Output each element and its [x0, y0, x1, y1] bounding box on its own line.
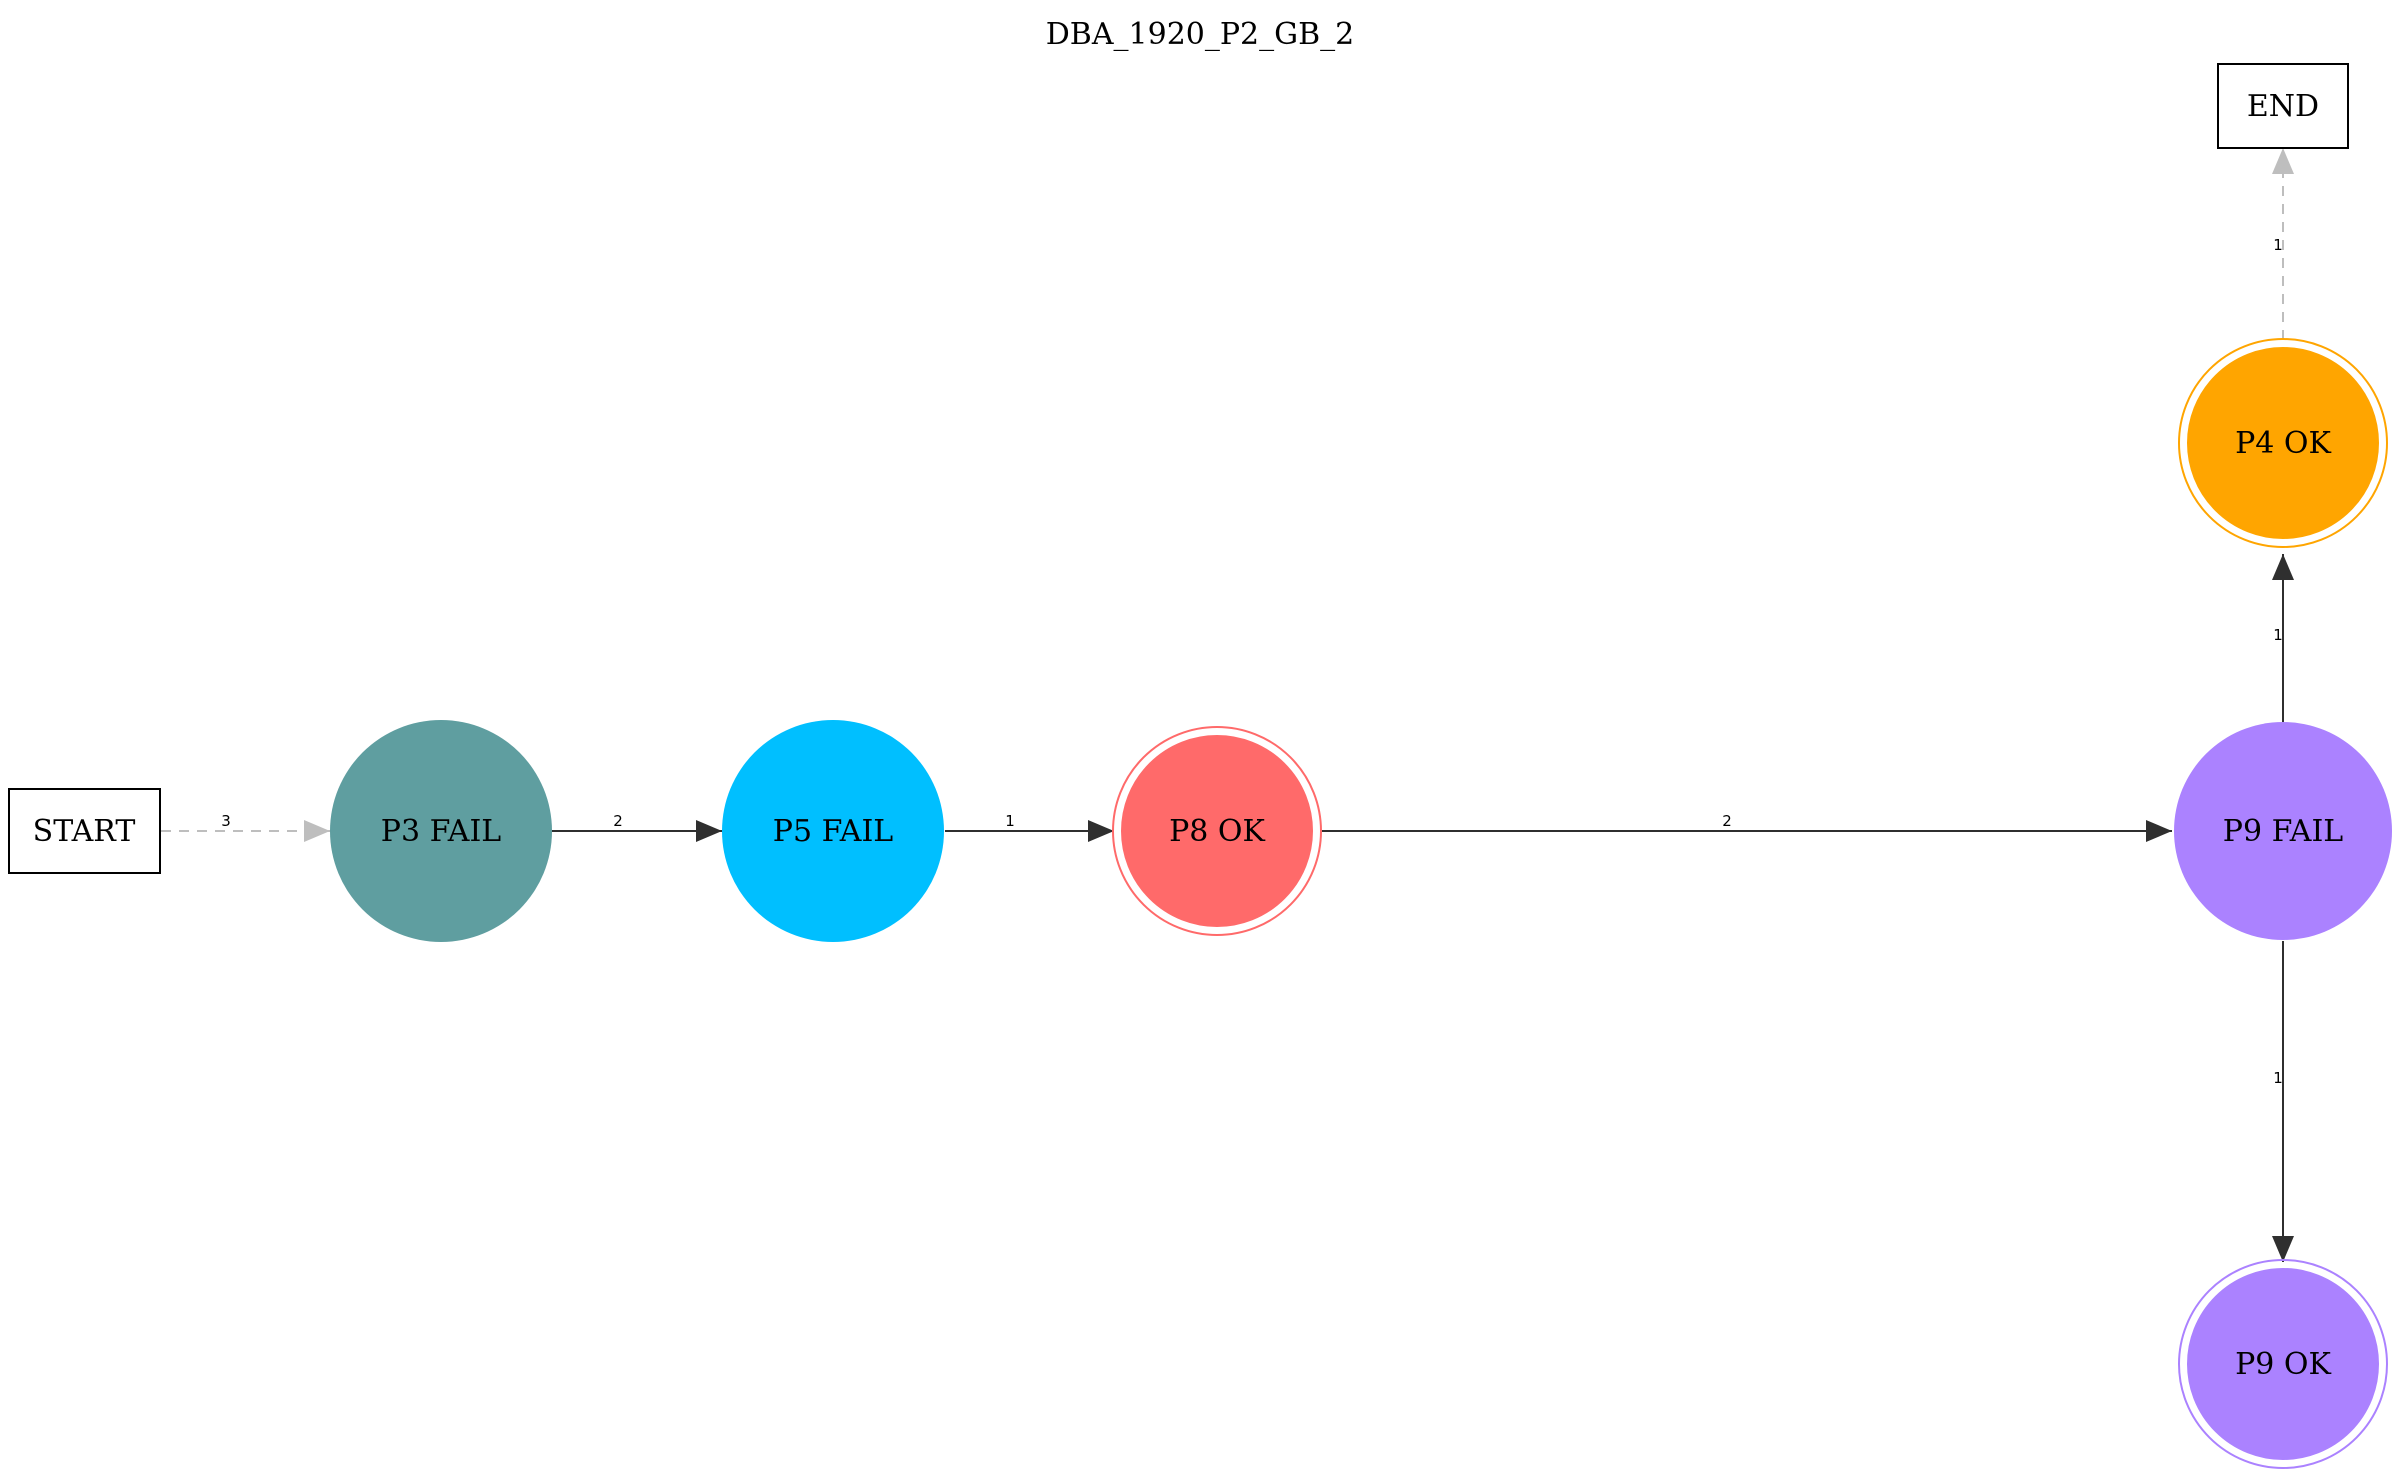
nodes: START P3 FAIL P5 FAIL P8 OK P9 FAIL P4 O…	[8, 63, 2392, 1469]
node-p5-fail[interactable]: P5 FAIL	[722, 720, 944, 942]
edge-label-p8-p9: 2	[1722, 812, 1732, 830]
node-p9-fail[interactable]: P9 FAIL	[2174, 722, 2392, 940]
node-p3-fail-label: P3 FAIL	[381, 814, 502, 849]
node-p3-fail[interactable]: P3 FAIL	[330, 720, 552, 942]
edge-label-p9-p4: 1	[2273, 626, 2283, 644]
node-p4-ok[interactable]: P4 OK	[2178, 338, 2388, 548]
node-start[interactable]: START	[8, 788, 161, 874]
diagram-title: DBA_1920_P2_GB_2	[1046, 17, 1354, 52]
node-p5-fail-label: P5 FAIL	[773, 814, 894, 849]
edge-label-p5-p8: 1	[1005, 812, 1015, 830]
node-p9-ok[interactable]: P9 OK	[2178, 1259, 2388, 1469]
edge-label-p4-end: 1	[2273, 236, 2283, 254]
edges: 3 2 1 2 1 1 1	[161, 148, 2294, 1262]
edge-label-start-p3-fail: 3	[221, 812, 231, 830]
node-p4-ok-label: P4 OK	[2235, 426, 2331, 461]
node-p9-ok-label: P9 OK	[2235, 1347, 2331, 1382]
edge-label-p3-p5: 2	[613, 812, 623, 830]
node-p8-ok-label: P8 OK	[1169, 814, 1265, 849]
node-start-label: START	[33, 814, 136, 849]
node-p8-ok[interactable]: P8 OK	[1112, 726, 1322, 936]
node-p9-fail-label: P9 FAIL	[2223, 814, 2344, 849]
edge-label-p9-fail-p9-ok: 1	[2273, 1069, 2283, 1087]
node-end-label: END	[2247, 89, 2319, 124]
node-end[interactable]: END	[2217, 63, 2349, 149]
